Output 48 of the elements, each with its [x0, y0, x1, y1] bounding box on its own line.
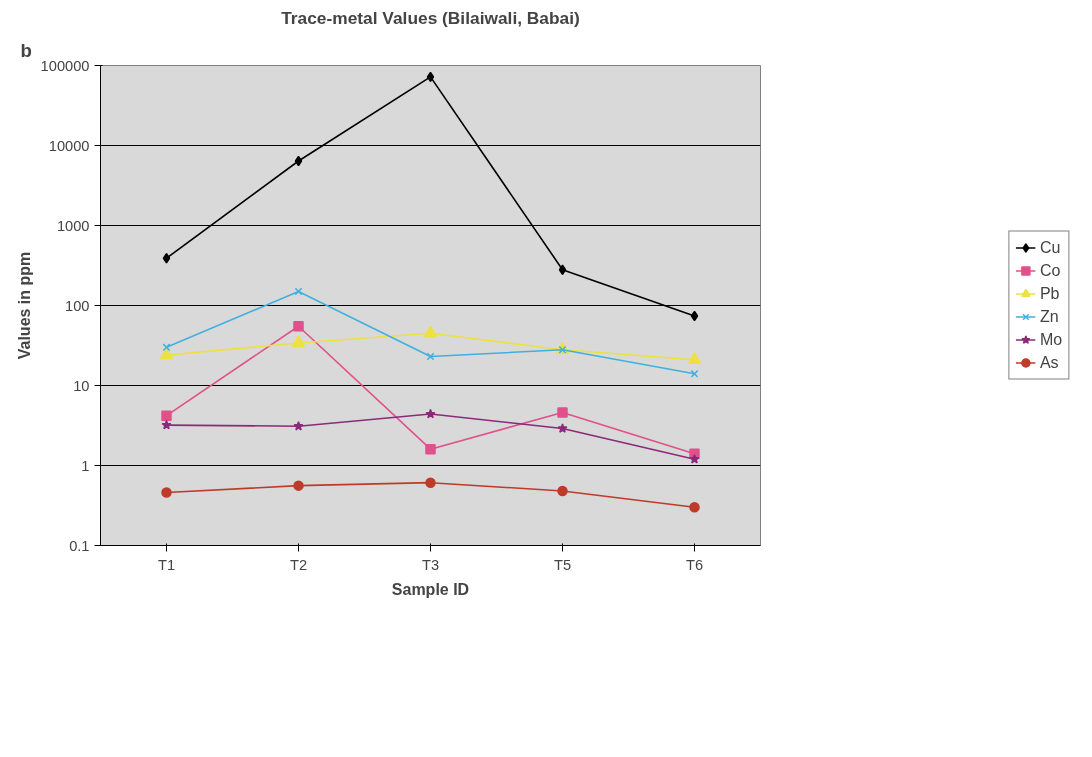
point	[557, 485, 568, 497]
legend-label: Mo	[1039, 330, 1063, 349]
point	[291, 335, 306, 348]
legend-label: As	[1039, 353, 1060, 372]
legend-label: Cu	[1039, 238, 1061, 257]
y-tick-label: 1000	[56, 217, 90, 234]
point	[558, 264, 567, 275]
x-tick-label: T5	[553, 556, 572, 573]
legend-label: Co	[1039, 261, 1061, 280]
point	[690, 310, 699, 322]
x-axis-title: Sample ID	[391, 580, 470, 598]
y-tick-label: 100	[65, 297, 90, 314]
point	[689, 453, 700, 464]
point	[161, 487, 172, 498]
legend-label: Pb	[1039, 284, 1060, 303]
point	[162, 252, 171, 264]
point	[425, 477, 436, 488]
x-tick-label: T2	[289, 556, 308, 573]
y-axis-title: Values in ppm	[15, 251, 33, 360]
point	[162, 343, 171, 352]
point	[689, 502, 700, 513]
point	[293, 420, 304, 431]
point	[426, 71, 435, 83]
point	[293, 480, 304, 491]
y-tick-label: 10	[73, 377, 90, 394]
legend-label: Zn	[1039, 307, 1060, 326]
x-tick-label: T6	[685, 556, 704, 573]
point	[425, 443, 436, 455]
x-tick-label: T3	[421, 556, 440, 573]
point	[161, 419, 172, 430]
text: b	[20, 39, 32, 61]
y-tick-label: 1	[81, 457, 90, 474]
point	[687, 352, 702, 364]
point	[293, 321, 304, 332]
point	[557, 407, 568, 418]
y-tick-label: 0.1	[69, 537, 90, 554]
point	[426, 352, 435, 361]
y-tick-label: 10000	[48, 137, 90, 154]
point	[294, 287, 303, 296]
chart-title: Trace-metal Values (Bilaiwali, Babai)	[281, 7, 580, 28]
point	[557, 423, 568, 433]
x-tick-label: T1	[157, 556, 176, 573]
point	[423, 325, 438, 338]
point	[161, 410, 172, 421]
point	[294, 155, 303, 167]
point	[159, 347, 174, 360]
y-tick-label: 100000	[40, 57, 90, 74]
point	[425, 408, 436, 419]
